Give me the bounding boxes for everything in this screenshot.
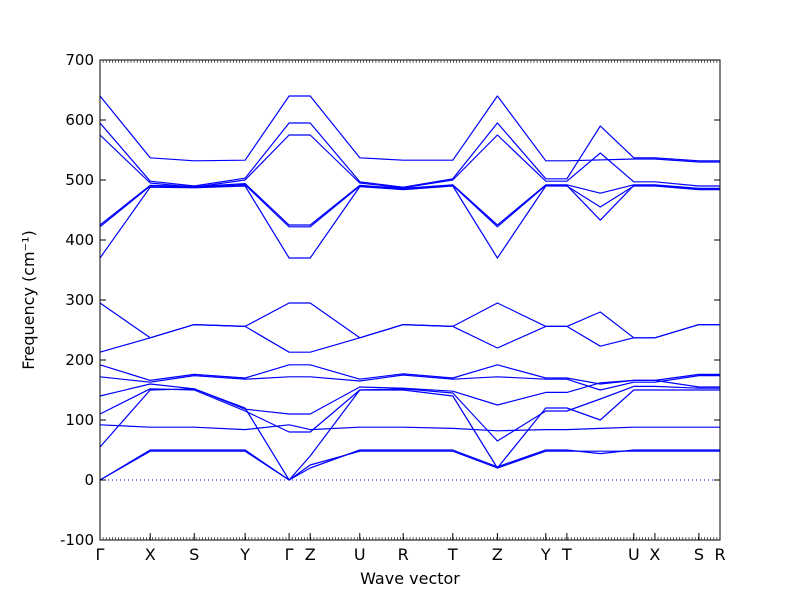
band-line-6 <box>99 185 720 259</box>
band-line-14 <box>99 388 720 481</box>
y-tick-label: 400 <box>65 231 94 249</box>
x-tick-label: S <box>189 545 199 564</box>
band-line-8 <box>99 324 720 353</box>
x-tick-label: T <box>561 545 572 564</box>
y-tick-label: 300 <box>65 291 94 309</box>
x-tick-label: X <box>145 545 156 564</box>
y-axis-label: Frequency (cm⁻¹) <box>19 230 38 369</box>
x-tick-label: X <box>649 545 660 564</box>
y-tick-label: 0 <box>84 471 94 489</box>
y-tick-label: 200 <box>65 351 94 369</box>
x-tick-label: R <box>714 545 725 564</box>
y-tick-label: 700 <box>65 51 94 69</box>
series-layer <box>99 95 720 481</box>
x-tick-label: S <box>694 545 704 564</box>
band-line-15 <box>99 450 720 481</box>
y-tick-label: 100 <box>65 411 94 429</box>
y-tick-label: 500 <box>65 171 94 189</box>
band-line-2 <box>99 122 720 188</box>
band-line-16 <box>99 449 720 481</box>
x-tick-label: Z <box>305 545 316 564</box>
x-tick-label: U <box>354 545 366 564</box>
band-line-3 <box>99 134 720 189</box>
x-tick-label: T <box>447 545 458 564</box>
x-tick-label: Y <box>239 545 250 564</box>
band-line-12 <box>99 385 720 442</box>
x-tick-label: Γ <box>96 545 105 564</box>
x-tick-label: Z <box>492 545 503 564</box>
x-tick-label: R <box>398 545 409 564</box>
x-tick-label: Y <box>540 545 551 564</box>
band-line-13 <box>99 424 720 432</box>
x-tick-label: Γ <box>285 545 294 564</box>
band-line-11 <box>99 379 720 415</box>
x-axis-label: Wave vector <box>360 569 460 588</box>
band-line-10 <box>99 374 720 391</box>
y-tick-label: -100 <box>60 531 94 549</box>
band-line-1 <box>99 95 720 163</box>
y-tick-label: 600 <box>65 111 94 129</box>
x-tick-label: U <box>628 545 640 564</box>
